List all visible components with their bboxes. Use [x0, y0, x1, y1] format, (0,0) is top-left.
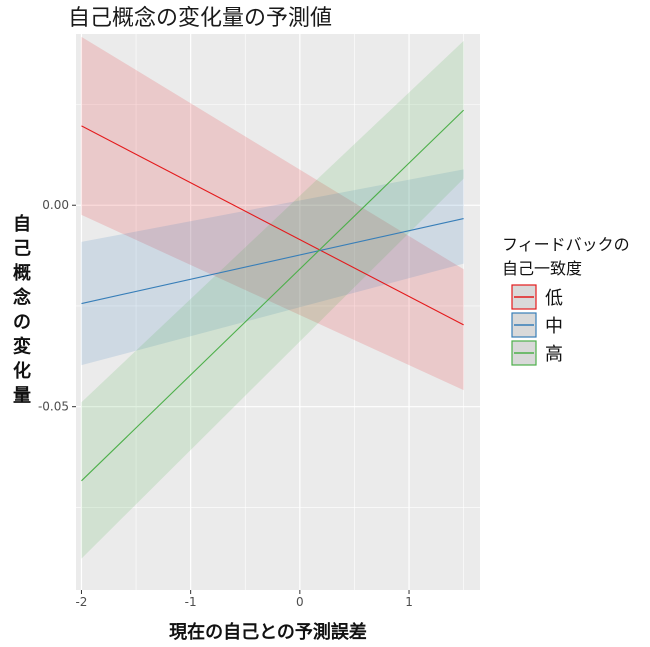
major-gridlines: [76, 34, 480, 590]
chart-title: 自己概念の変化量の予測値: [68, 6, 332, 31]
legend-item-2: 中: [511, 312, 563, 338]
confidence-ribbons: [81, 36, 464, 559]
legend-title-line-2: 自己一致度: [502, 259, 582, 278]
prediction-lines: [81, 109, 465, 482]
line-series-2: [81, 217, 464, 305]
x-axis-title: 現在の自己との予測誤差: [169, 621, 367, 643]
ribbon-series-2: [81, 169, 464, 366]
line-series-3: [81, 109, 465, 482]
y-tick-label: 0.00: [42, 198, 69, 212]
x-tick-label: 0: [296, 595, 304, 609]
x-tick-label: -2: [75, 595, 87, 609]
y-axis-title: 自己概念の変化量: [13, 213, 31, 407]
y-tick-label: -0.05: [38, 400, 69, 414]
x-tick-label: -1: [185, 595, 197, 609]
ribbon-series-3: [81, 40, 464, 559]
x-tick-label: 1: [405, 595, 413, 609]
x-axis-ticks: -2 -1 0 1: [75, 590, 413, 609]
y-axis-ticks: 0.00 -0.05: [38, 198, 76, 414]
minor-gridlines: [76, 34, 480, 590]
legend-label: 中: [545, 316, 563, 337]
legend-item-1: 低: [511, 284, 563, 310]
legend-item-3: 高: [511, 340, 563, 366]
legend: 低中高: [511, 284, 563, 366]
line-series-1: [81, 125, 464, 326]
plot-panel: [76, 34, 480, 590]
legend-label: 高: [545, 344, 563, 365]
ribbon-series-1: [81, 36, 464, 391]
legend-title-line-1: フィードバックの: [502, 235, 630, 254]
legend-label: 低: [545, 288, 563, 309]
